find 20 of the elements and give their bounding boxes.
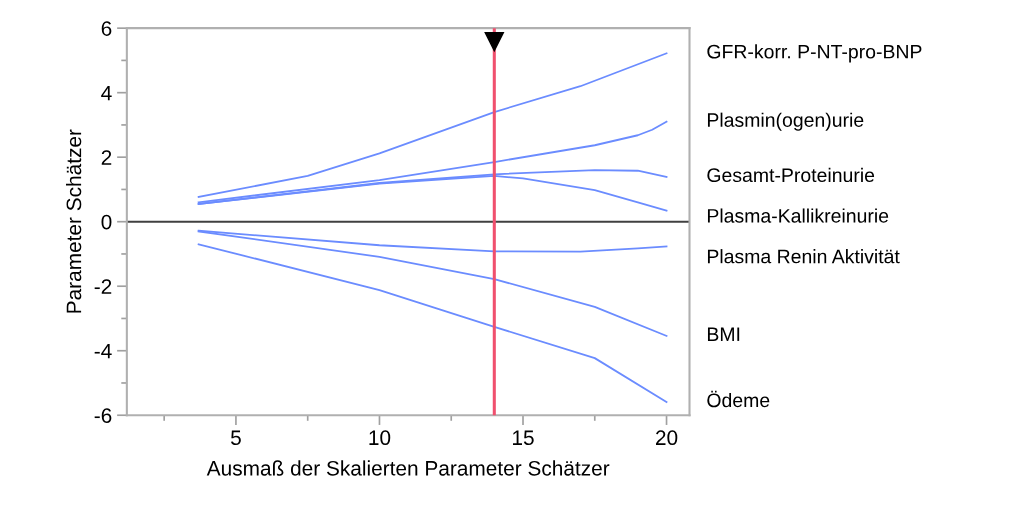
x-tick-label: 20: [656, 430, 678, 446]
y-tick-label: -2: [94, 279, 112, 294]
text: BMI: [707, 327, 740, 341]
x-tick-label: 5: [230, 430, 241, 446]
x-tick-label: 10: [369, 430, 391, 446]
text: Gesamt-Proteinurie: [707, 167, 875, 183]
text: GFR-korr. P-NT-pro-BNP: [707, 44, 922, 63]
x-axis-title: Ausmaß der Skalierten Parameter Schätzer: [206, 460, 610, 476]
text: Ödeme: [707, 390, 770, 408]
y-axis-title: Parameter Schätzer: [65, 129, 82, 313]
y-tick-label: -6: [94, 408, 112, 423]
y-tick-label: 4: [101, 85, 112, 101]
text: Plasmin(ogen)urie: [707, 112, 864, 131]
text: Plasma Renin Aktivität: [707, 249, 900, 264]
x-tick-label: 15: [513, 430, 534, 446]
y-tick-label: 0: [101, 214, 112, 230]
text: Plasma-Kallikreinurie: [707, 208, 889, 223]
y-tick-label: 6: [101, 21, 112, 36]
y-tick-label: -4: [94, 343, 112, 359]
y-tick-label: 2: [101, 150, 112, 165]
